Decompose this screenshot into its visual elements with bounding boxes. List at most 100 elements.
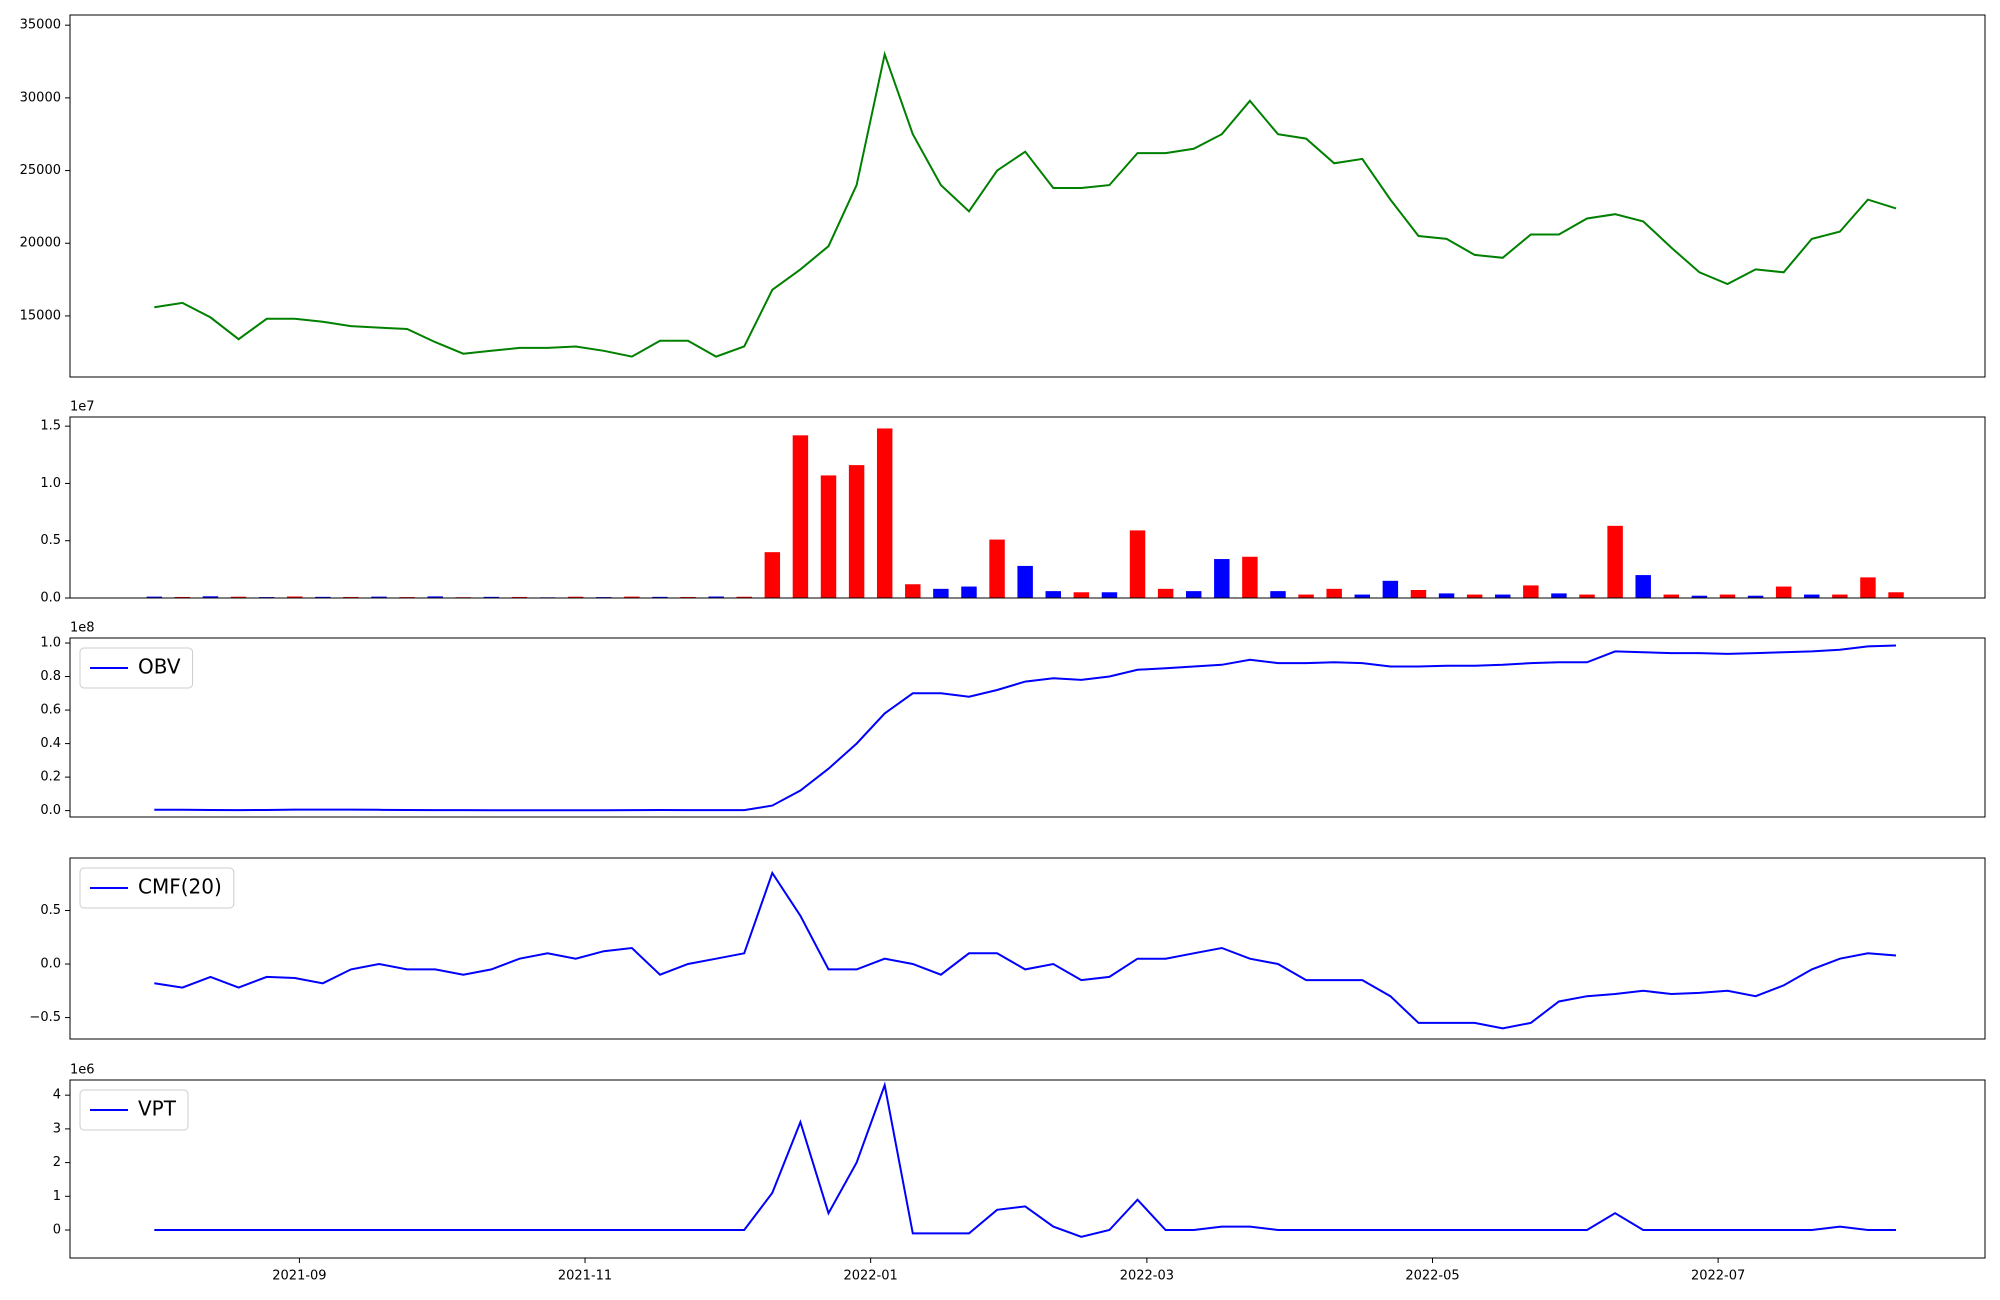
volume-bar: [511, 596, 528, 598]
volume-bar: [1382, 580, 1399, 598]
legend-box: [79, 647, 194, 689]
x-tick-label: 2022-03: [1120, 1269, 1174, 1284]
axis-offset-label: 1e6: [70, 1063, 95, 1078]
series-line: [154, 50, 1897, 358]
y-tick-label: 0.6: [40, 703, 61, 718]
volume-bar: [1607, 525, 1623, 598]
volume-bar: [1410, 589, 1427, 598]
volume-bar: [371, 596, 387, 598]
volume-bar: [1775, 586, 1792, 598]
volume-bar: [427, 596, 443, 598]
volume-bar: [1438, 593, 1455, 598]
volume-bar: [1691, 595, 1708, 598]
y-tick-label: 4: [53, 1088, 61, 1103]
volume-bar: [230, 596, 247, 598]
volume-bar: [567, 596, 584, 598]
y-tick-label: 0.5: [40, 903, 61, 918]
volume-bar: [287, 596, 303, 598]
x-tick-label: 2022-01: [843, 1269, 897, 1284]
y-tick-label: 0.0: [40, 591, 61, 606]
volume-bar: [848, 465, 865, 598]
volume-bar: [1466, 594, 1483, 598]
volume-bar: [1326, 588, 1342, 598]
volume-bar: [1663, 594, 1680, 598]
y-tick-label: 0.0: [40, 803, 61, 818]
legend-label: CMF(20): [138, 875, 222, 899]
axes-frame: [69, 857, 1986, 1040]
y-tick-label: 1: [53, 1189, 61, 1204]
volume-bar: [202, 596, 219, 598]
volume-bar: [933, 588, 949, 598]
volume-bar: [1832, 594, 1848, 598]
x-tick-label: 2022-05: [1405, 1269, 1459, 1284]
y-tick-label: 0.5: [40, 533, 61, 548]
series-line: [154, 870, 1897, 1030]
legend-box: [79, 1089, 189, 1131]
y-tick-label: 1.0: [40, 476, 61, 491]
volume-bar: [1804, 594, 1820, 598]
y-tick-label: 0: [53, 1223, 61, 1238]
volume-bar: [1579, 594, 1595, 598]
series-line: [154, 1081, 1896, 1238]
volume-bar: [1129, 530, 1146, 598]
volume-bar: [1719, 594, 1736, 598]
volume-bar: [315, 596, 331, 598]
volume-bar: [1270, 591, 1286, 598]
volume-bar: [1214, 559, 1230, 598]
volume-bar: [1101, 592, 1118, 598]
volume-bar: [1157, 588, 1174, 598]
y-tick-label: 1.0: [40, 636, 61, 651]
y-tick-label: 30000: [20, 90, 61, 105]
volume-bar: [1551, 593, 1567, 598]
axis-offset-label: 1e8: [70, 621, 95, 636]
volume-bar: [764, 552, 781, 598]
volume-bar: [1523, 585, 1539, 598]
legend-box: [79, 867, 235, 909]
volume-bar: [708, 596, 724, 598]
volume-bar: [1242, 556, 1258, 598]
x-tick-label: 2022-07: [1691, 1269, 1745, 1284]
volume-bar: [961, 586, 977, 598]
volume-bar: [652, 596, 668, 598]
volume-bar: [1185, 591, 1202, 598]
volume-bar: [343, 596, 359, 598]
volume-bar: [483, 596, 500, 598]
y-tick-label: 20000: [20, 236, 61, 251]
y-tick-label: −0.5: [29, 1010, 61, 1025]
volume-bar: [624, 596, 640, 598]
volume-bar: [1495, 594, 1511, 598]
x-tick-label: 2021-09: [272, 1269, 326, 1284]
y-tick-label: 15000: [20, 308, 61, 323]
volume-bar: [1860, 577, 1876, 598]
axes-frame: [69, 637, 1986, 818]
y-tick-label: 3: [53, 1121, 61, 1136]
legend-label: OBV: [138, 655, 181, 679]
volume-bar: [1073, 592, 1090, 598]
y-tick-label: 35000: [20, 18, 61, 33]
series-line: [154, 644, 1897, 812]
axes-frame: [69, 1079, 1986, 1259]
axes-frame: [69, 14, 1986, 378]
axes-frame: [69, 416, 1986, 599]
x-tick-label: 2021-11: [558, 1269, 612, 1284]
volume-bar: [905, 584, 921, 598]
y-tick-label: 25000: [20, 163, 61, 178]
y-tick-label: 0.2: [40, 770, 61, 785]
y-tick-label: 0.4: [40, 736, 61, 751]
volume-bar: [1635, 575, 1651, 598]
volume-bar: [1298, 594, 1314, 598]
axis-offset-label: 1e7: [70, 400, 95, 415]
legend-label: VPT: [138, 1097, 177, 1121]
y-tick-label: 1.5: [40, 419, 61, 434]
y-tick-label: 0.0: [40, 957, 61, 972]
volume-bar: [174, 596, 191, 598]
volume-bar: [1888, 592, 1904, 598]
volume-bar: [146, 596, 163, 598]
y-tick-label: 0.8: [40, 669, 61, 684]
volume-bar: [1017, 565, 1033, 598]
volume-bar: [736, 596, 752, 598]
volume-bar: [1045, 591, 1061, 598]
volume-bar: [989, 539, 1005, 598]
volume-bar: [1747, 595, 1764, 598]
